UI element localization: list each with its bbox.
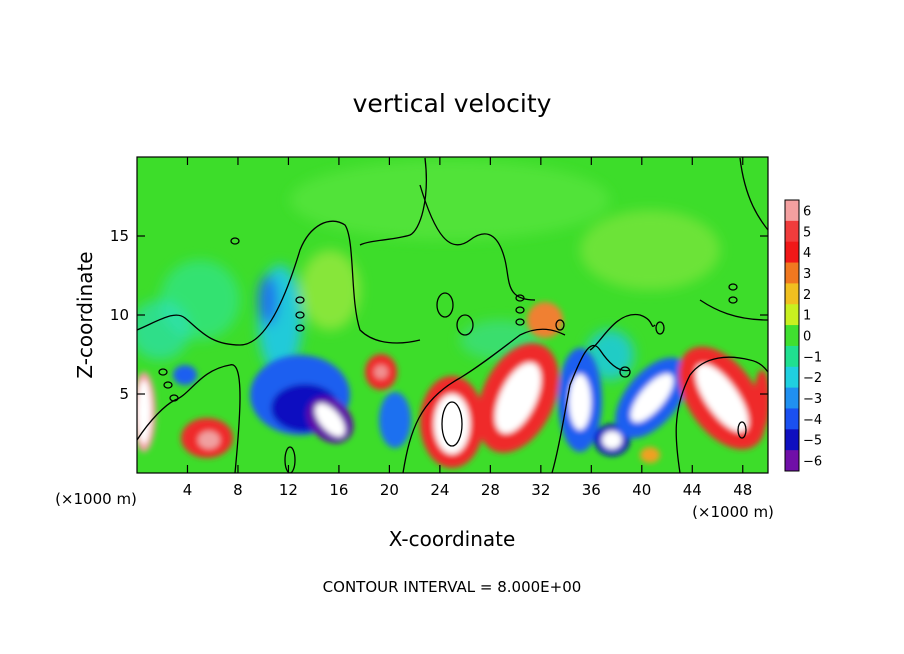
- colorbar-swatch: [785, 220, 799, 243]
- x-tick-label: 28: [481, 481, 500, 499]
- x-tick-label: 12: [279, 481, 298, 499]
- y-tick-label: 5: [119, 385, 129, 403]
- colorbar-swatch: [785, 200, 799, 222]
- x-axis-label: X-coordinate: [389, 527, 516, 551]
- contour-lines: [137, 157, 768, 473]
- y-axis-label: Z-coordinate: [73, 251, 97, 378]
- colorbar-swatch: [785, 304, 799, 326]
- y-tick-label: 15: [110, 227, 129, 245]
- x-tick-label: 4: [183, 481, 193, 499]
- x-unit-right: (×1000 m): [692, 503, 774, 521]
- colorbar-swatch: [785, 283, 799, 305]
- x-tick-label: 48: [733, 481, 752, 499]
- x-tick-label: 40: [632, 481, 651, 499]
- colorbar-swatch: [785, 345, 799, 368]
- x-tick-label: 44: [683, 481, 702, 499]
- colorbar-label: −2: [803, 371, 822, 386]
- colorbar-swatch: [785, 408, 799, 430]
- x-unit-left: (×1000 m): [55, 490, 137, 508]
- colorbar-label: −3: [803, 392, 822, 407]
- colorbar-label: 0: [803, 330, 811, 345]
- colorbar-label: −4: [803, 413, 822, 428]
- colorbar-label: 1: [803, 309, 811, 324]
- x-tick-label: 16: [329, 481, 348, 499]
- colorbar-label: −5: [803, 434, 822, 449]
- x-tick-label: 24: [430, 481, 449, 499]
- colorbar-swatch: [785, 429, 799, 451]
- colorbar-label: 6: [803, 204, 811, 219]
- colorbar-swatch: [785, 450, 799, 472]
- colorbar-frame: [784, 199, 800, 472]
- chart-title: vertical velocity: [353, 89, 552, 118]
- x-tick-label: 20: [380, 481, 399, 499]
- colorbar-swatch: [785, 262, 799, 284]
- y-tick-label: 10: [110, 306, 129, 324]
- colorbar-label: −1: [803, 350, 822, 365]
- colorbar-swatch: [785, 241, 799, 264]
- colorbar-label: 2: [803, 288, 811, 303]
- x-tick-label: 8: [233, 481, 243, 499]
- x-tick-label: 32: [531, 481, 550, 499]
- colorbar-label: 5: [803, 225, 811, 240]
- colorbar-swatch: [785, 366, 799, 389]
- colorbar-label: 3: [803, 267, 811, 282]
- contour-interval-label: CONTOUR INTERVAL = 8.000E+00: [323, 578, 582, 596]
- colorbar-swatch: [785, 325, 799, 347]
- colorbar: 6 5 4 3 2 1 0 −1 −2 −3 −4 −5 −6: [784, 199, 822, 472]
- colorbar-swatch: [785, 387, 799, 409]
- plot-area: [137, 157, 768, 473]
- colorbar-label: 4: [803, 246, 811, 261]
- x-tick-label: 36: [582, 481, 601, 499]
- colorbar-label: −6: [803, 455, 822, 470]
